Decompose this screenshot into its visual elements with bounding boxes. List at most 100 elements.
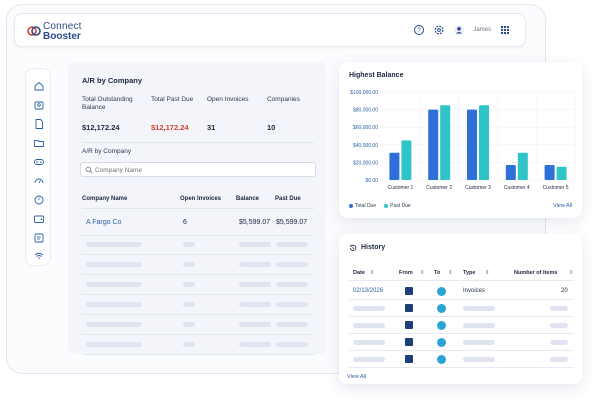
logo-mark-icon — [27, 26, 41, 36]
placeholder-cell — [353, 323, 385, 328]
kpi-label-open-invoices: Open Invoices — [207, 96, 249, 103]
row-divider — [82, 235, 314, 236]
settings-icon[interactable] — [433, 24, 445, 36]
row-divider — [82, 334, 314, 335]
row-divider — [82, 354, 314, 355]
people-icon[interactable] — [33, 99, 45, 111]
from-badge-icon — [405, 304, 413, 312]
placeholder-cell — [239, 262, 271, 267]
panel-title: A/R by Company — [82, 76, 143, 85]
sort-icon[interactable]: ⇕ — [420, 270, 425, 276]
grid-menu-icon[interactable] — [499, 24, 511, 36]
placeholder-cell — [183, 342, 195, 347]
placeholder-cell — [463, 340, 495, 345]
legend-label: Past Due — [390, 203, 411, 209]
gauge-icon[interactable] — [33, 194, 45, 206]
ar-by-company-panel: A/R by Company Total Outstanding Balance… — [68, 62, 326, 355]
company-search-input[interactable] — [95, 165, 305, 175]
company-link[interactable]: A Fargo Co — [86, 219, 122, 226]
document-icon[interactable] — [33, 118, 45, 130]
placeholder-cell — [276, 242, 308, 247]
col-number-of-items[interactable]: Number of Items — [514, 270, 558, 276]
placeholder-cell — [86, 322, 142, 327]
placeholder-cell — [550, 306, 568, 311]
cell-balance: $5,599.07 — [239, 219, 271, 226]
col-open-invoices[interactable]: Open Invoices — [180, 196, 222, 202]
placeholder-cell — [353, 357, 385, 362]
placeholder-cell — [353, 340, 385, 345]
logo-text-top: Connect — [43, 21, 82, 32]
placeholder-cell — [463, 323, 495, 328]
sort-icon[interactable]: ⇕ — [448, 270, 453, 276]
x-tick-label: Customer 1 — [387, 185, 413, 191]
folder-icon[interactable] — [33, 137, 45, 149]
sort-icon[interactable]: ⇕ — [569, 270, 574, 276]
placeholder-cell — [86, 282, 142, 287]
col-company-name[interactable]: Company Name — [82, 196, 128, 202]
legend-label: Total Due — [355, 203, 377, 209]
top-bar: Connect Booster ? James — [14, 13, 526, 47]
divider — [82, 142, 314, 143]
col-past-due[interactable]: Past Due — [275, 196, 301, 202]
sort-icon[interactable]: ⇕ — [370, 270, 375, 276]
from-badge-icon — [405, 287, 413, 295]
row-divider — [349, 367, 574, 368]
placeholder-cell — [183, 242, 195, 247]
to-badge-icon — [437, 303, 446, 313]
x-tick-label: Customer 5 — [543, 185, 569, 191]
bar-past-due — [479, 105, 489, 180]
placeholder-cell — [550, 340, 568, 345]
placeholder-cell — [239, 242, 271, 247]
report-icon[interactable] — [33, 232, 45, 244]
placeholder-cell — [239, 282, 271, 287]
row-divider — [349, 333, 574, 334]
history-title: History — [361, 244, 386, 251]
badge-icon[interactable] — [33, 156, 45, 168]
col-type[interactable]: Type — [463, 270, 476, 276]
chart-view-all-link[interactable]: View All — [553, 203, 573, 209]
history-view-all-link[interactable]: View All — [347, 374, 367, 380]
kpi-label-total-outstanding: Total Outstanding Balance — [82, 96, 133, 111]
clock-icon[interactable] — [33, 175, 45, 187]
header-divider — [349, 280, 574, 281]
sidebar — [25, 68, 51, 266]
row-divider — [82, 314, 314, 315]
history-date-link[interactable]: 02/13/2026 — [353, 288, 384, 294]
row-divider — [349, 316, 574, 317]
x-tick-label: Customer 4 — [504, 185, 530, 191]
cell-open-invoices: 6 — [183, 219, 187, 226]
col-from[interactable]: From — [399, 270, 413, 276]
col-date[interactable]: Date — [353, 270, 365, 276]
help-icon[interactable]: ? — [413, 24, 425, 36]
search-icon — [85, 166, 93, 174]
wifi-icon[interactable] — [33, 249, 45, 261]
to-badge-icon — [437, 337, 446, 347]
bar-total-due — [467, 109, 477, 180]
chart-title: Highest Balance — [349, 72, 404, 79]
connectbooster-logo[interactable]: Connect Booster — [27, 19, 87, 43]
bar-past-due — [556, 166, 567, 180]
home-icon[interactable] — [33, 80, 45, 92]
wallet-icon[interactable] — [33, 213, 45, 225]
col-to[interactable]: To — [434, 270, 441, 276]
y-tick-label: $40,000.00 — [353, 143, 378, 149]
history-card: History Date From To Type Number of Item… — [339, 234, 582, 384]
row-divider — [82, 254, 314, 255]
user-avatar-icon[interactable] — [453, 24, 465, 36]
sort-icon[interactable]: ⇕ — [485, 270, 490, 276]
row-divider — [82, 274, 314, 275]
placeholder-cell — [86, 342, 142, 347]
bar-total-due — [389, 152, 400, 180]
header-divider — [82, 208, 314, 209]
y-tick-label: $100,000.00 — [350, 90, 378, 96]
to-badge-icon — [437, 354, 446, 364]
col-balance[interactable]: Balance — [236, 196, 260, 202]
placeholder-cell — [276, 302, 308, 307]
row-divider — [349, 299, 574, 300]
x-tick-label: Customer 2 — [426, 185, 452, 191]
company-search[interactable] — [80, 162, 316, 177]
logo-text-bottom: Booster — [43, 31, 81, 42]
placeholder-cell — [353, 306, 385, 311]
placeholder-cell — [183, 302, 195, 307]
username[interactable]: James — [473, 27, 491, 33]
